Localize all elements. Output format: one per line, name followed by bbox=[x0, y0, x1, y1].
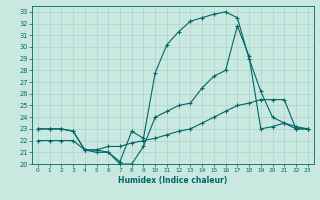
X-axis label: Humidex (Indice chaleur): Humidex (Indice chaleur) bbox=[118, 176, 228, 185]
